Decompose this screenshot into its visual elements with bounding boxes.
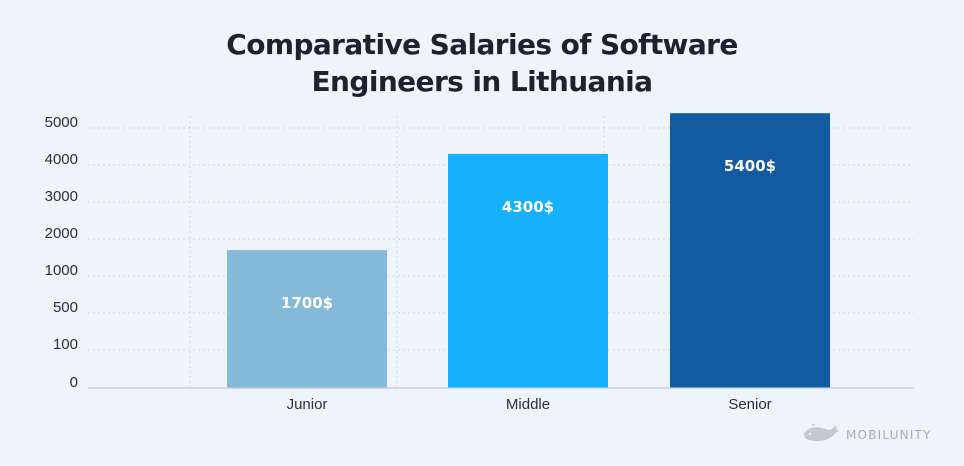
y-tick-label: 500 [53, 299, 78, 316]
y-axis-ticks: 0 100 500 1000 2000 3000 4000 5000 [45, 114, 78, 391]
y-tick-label: 5000 [45, 114, 78, 131]
y-tick-label: 0 [70, 374, 78, 391]
whale-icon [802, 423, 840, 448]
bar-senior [670, 113, 830, 388]
y-tick-label: 3000 [45, 188, 78, 205]
x-tick-label: Junior [287, 396, 328, 413]
brand-logo: MOBILUNITY [802, 423, 932, 448]
y-tick-label: 4000 [45, 151, 78, 168]
data-label: 1700$ [281, 294, 333, 312]
bars [227, 113, 830, 388]
y-tick-label: 1000 [45, 262, 78, 279]
data-labels: 1700$ 4300$ 5400$ [281, 157, 776, 312]
y-tick-label: 100 [53, 336, 78, 353]
bar-middle [448, 153, 608, 388]
x-tick-label: Senior [728, 396, 771, 413]
brand-name: MOBILUNITY [846, 428, 932, 442]
x-axis-ticks: Junior Middle Senior [287, 396, 772, 413]
bar-junior [227, 250, 387, 388]
chart-title: Comparative Salaries of Software Enginee… [0, 26, 964, 100]
x-tick-label: Middle [506, 396, 550, 413]
data-label: 4300$ [502, 198, 554, 216]
y-tick-label: 2000 [45, 225, 78, 242]
data-label: 5400$ [724, 157, 776, 175]
chart-title-line-1: Comparative Salaries of Software [226, 28, 738, 61]
chart-title-line-2: Engineers in Lithuania [311, 65, 654, 98]
